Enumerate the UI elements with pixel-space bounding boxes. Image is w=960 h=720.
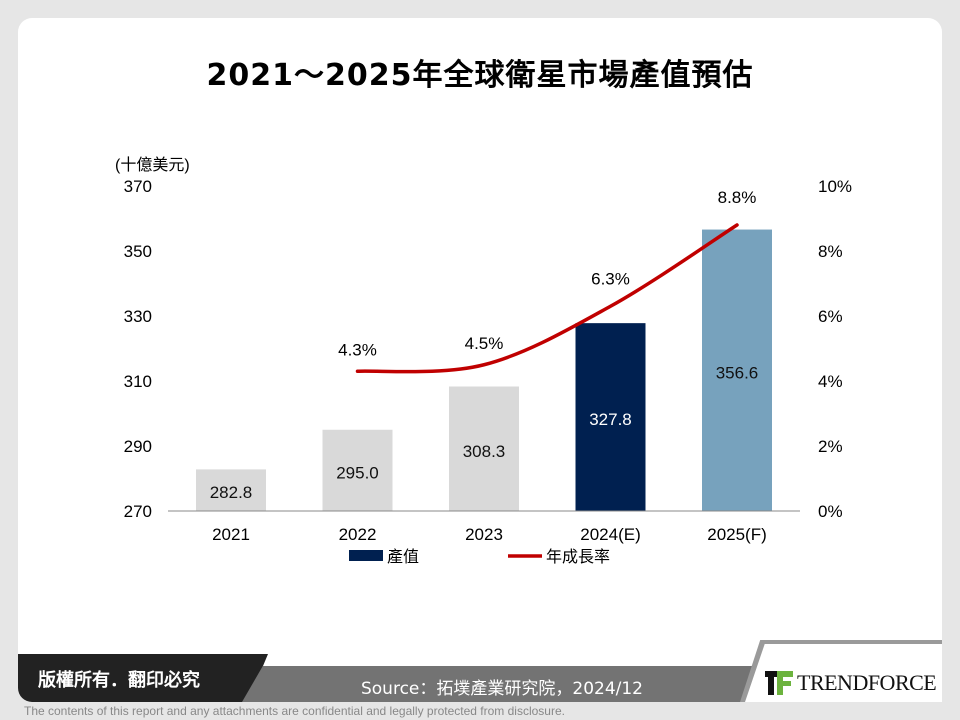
bar-value-label: 308.3 (463, 442, 506, 461)
y-tick-label: 370 (124, 177, 152, 196)
y2-tick-label: 2% (818, 437, 843, 456)
line-value-label: 6.3% (591, 269, 630, 288)
x-tick-label: 2021 (212, 525, 250, 544)
legend-label-bar: 產值 (387, 548, 419, 566)
trendforce-logo-mark (765, 671, 793, 695)
y2-tick-label: 8% (818, 242, 843, 261)
bar (196, 469, 266, 511)
y2-tick-label: 10% (818, 177, 852, 196)
x-tick-label: 2023 (465, 525, 503, 544)
y-tick-label: 290 (124, 437, 152, 456)
line-value-label: 8.8% (718, 188, 757, 207)
y-tick-label: 270 (124, 502, 152, 521)
bar-value-label: 295.0 (336, 463, 379, 482)
trendforce-logo: TRENDFORCE (765, 670, 937, 696)
logo-text: TRENDFORCE (797, 670, 937, 695)
bar (702, 229, 772, 512)
y2-tick-label: 4% (818, 372, 843, 391)
source-banner: Source：拓墣產業研究院，2024/12 (242, 666, 762, 702)
copyright-text: 版權所有．翻印必究 (38, 670, 200, 691)
copyright-banner: 版權所有．翻印必究 (18, 654, 268, 702)
bar (575, 323, 646, 511)
legend-label-line: 年成長率 (546, 548, 610, 566)
bar (322, 429, 393, 511)
bar-value-label: 356.6 (716, 363, 759, 382)
bar-value-label: 282.8 (210, 483, 253, 502)
line-value-label: 4.5% (465, 334, 504, 353)
y-tick-label: 330 (124, 307, 152, 326)
chart-title: 2021～2025年全球衛星市場產值預估 (206, 58, 754, 93)
disclaimer: The contents of this report and any atta… (24, 704, 565, 718)
y2-tick-label: 6% (818, 307, 843, 326)
y2-tick-label: 0% (818, 502, 843, 521)
x-tick-label: 2024(E) (580, 525, 640, 544)
bar (449, 386, 519, 511)
y-axis-unit-label: (十億美元) (115, 156, 190, 174)
y-tick-label: 350 (124, 242, 152, 261)
bar-value-label: 327.8 (589, 410, 632, 429)
y-tick-label: 310 (124, 372, 152, 391)
growth-rate-line (355, 223, 739, 374)
legend-swatch-bar (349, 550, 383, 561)
x-tick-label: 2022 (339, 525, 377, 544)
slide-card (18, 18, 942, 702)
line-value-label: 4.3% (338, 340, 377, 359)
x-tick-label: 2025(F) (707, 525, 767, 544)
source-text: Source：拓墣產業研究院，2024/12 (360, 679, 643, 699)
